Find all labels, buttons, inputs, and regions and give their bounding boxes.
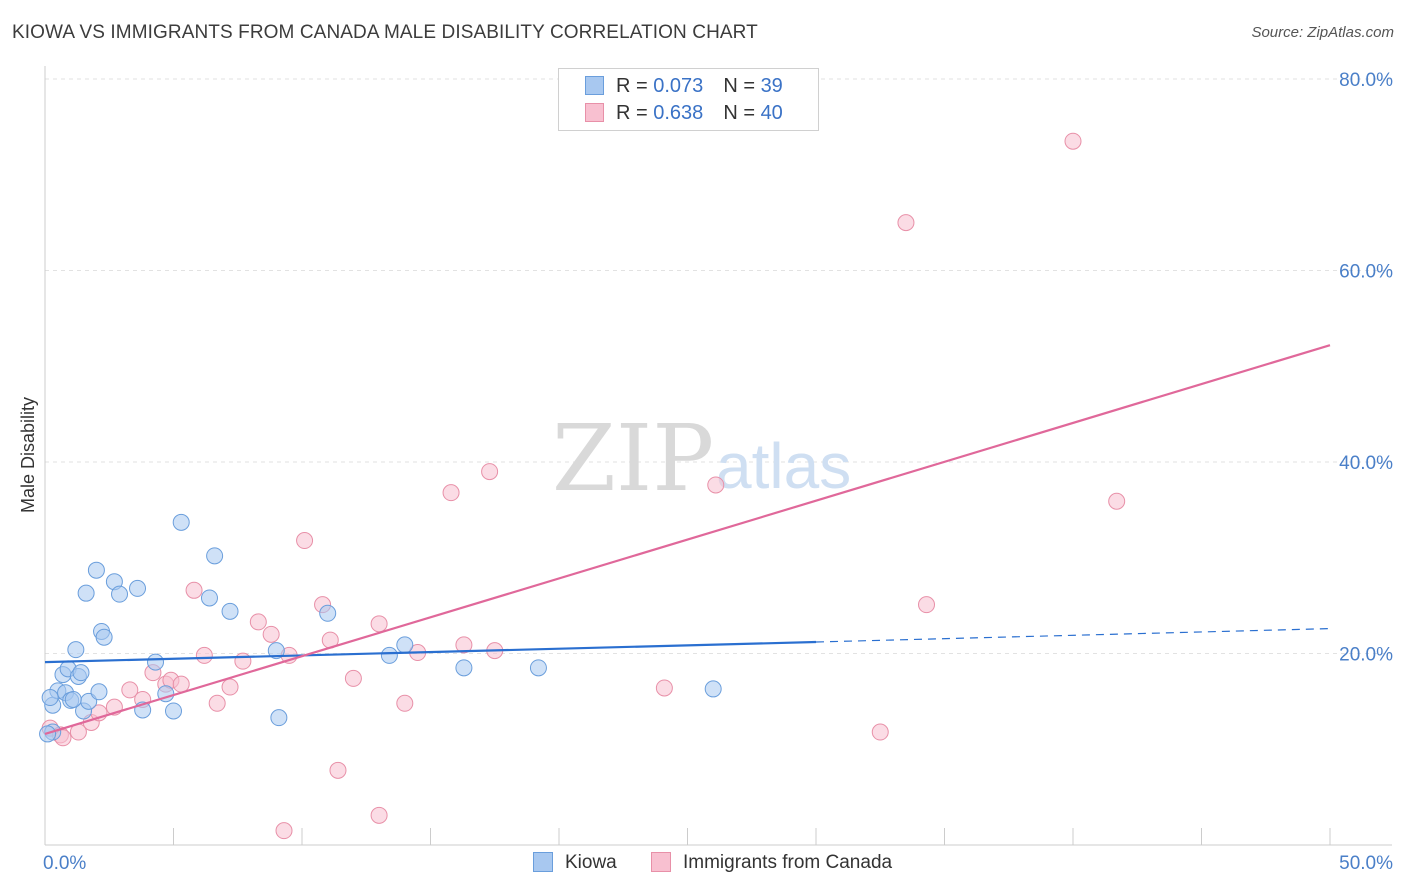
immigrants-point [1108,492,1126,510]
kiowa-point [41,689,59,707]
kiowa-trend-line [44,640,817,664]
immigrants-point [262,625,280,643]
y-axis-label: Male Disability [18,397,38,513]
immigrants-point [344,669,362,687]
kiowa-point [267,642,285,660]
source-label: Source: ZipAtlas.com [1251,24,1394,41]
immigrants-point [208,694,226,712]
legend-r-value: 0.073 [653,75,704,97]
kiowa-point [87,561,105,579]
immigrants-point [918,596,936,614]
series-kiowa-points [39,513,722,743]
immigrants-point [370,615,388,633]
immigrants-point [396,694,414,712]
kiowa-point [270,709,288,727]
legend-row-immigrants: R = 0.638 N = 40 [585,102,783,126]
y-tick-labels: 20.0% 40.0% 60.0% 80.0% [1339,70,1393,666]
immigrants-point [275,822,293,840]
kiowa-point [206,547,224,565]
immigrants-point [195,646,213,664]
chart-title: KIOWA VS IMMIGRANTS FROM CANADA MALE DIS… [12,22,758,43]
kiowa-point [111,585,129,603]
kiowa-point [64,690,82,708]
kiowa-point [172,513,190,531]
immigrants-point [221,678,239,696]
immigrants-point [442,484,460,502]
kiowa-trend-extension [815,628,1331,643]
grid-lines [45,78,1392,654]
immigrants-point [370,806,388,824]
kiowa-point [319,604,337,622]
legend-r-label: R = [616,102,654,124]
legend-n-label: N = [723,75,761,97]
bottom-legend-label-kiowa: Kiowa [565,852,617,873]
legend-swatch-kiowa [585,76,604,95]
immigrants-point [1064,132,1082,150]
trend-lines [44,344,1331,735]
legend-r-value: 0.638 [653,102,704,124]
legend-n-label: N = [723,102,761,124]
legend-row-kiowa: R = 0.073 N = 39 [585,75,783,99]
x-tick-label: 50.0% [1339,853,1393,874]
kiowa-point [90,683,108,701]
kiowa-point [129,579,147,597]
immigrants-point [234,652,252,670]
immigrants-point [707,476,725,494]
x-tick-labels: 0.0% 50.0% [43,853,1393,874]
y-tick-label: 40.0% [1339,453,1393,474]
kiowa-point [396,636,414,654]
y-tick-label: 20.0% [1339,645,1393,666]
immigrants-point [121,681,139,699]
immigrants-trend-line [44,344,1331,735]
series-immigrants-points [41,132,1126,840]
axes [44,66,1392,846]
immigrants-point [185,581,203,599]
kiowa-point [704,680,722,698]
immigrants-point [655,679,673,697]
kiowa-point [67,641,85,659]
x-tick-label: 0.0% [43,853,86,874]
immigrants-point [329,761,347,779]
kiowa-point [77,584,95,602]
bottom-legend-swatch-immigrants [651,852,671,872]
immigrants-point [172,675,190,693]
immigrants-point [249,613,267,631]
y-tick-label: 80.0% [1339,70,1393,91]
bottom-legend-label-immigrants: Immigrants from Canada [683,852,893,873]
immigrants-point [481,463,499,481]
watermark-zip: ZIP [552,405,714,512]
kiowa-point [380,646,398,664]
kiowa-point [221,602,239,620]
kiowa-point [95,628,113,646]
kiowa-point [165,702,182,720]
immigrants-point [871,723,889,741]
legend-swatch-immigrants [585,103,604,122]
kiowa-point [147,653,165,671]
immigrants-point [455,636,473,654]
bottom-legend-immigrants: Immigrants from Canada [651,852,892,874]
legend-n-value: 40 [760,102,783,124]
y-tick-label: 60.0% [1339,262,1393,283]
watermark-atlas: atlas [716,430,851,502]
bottom-legend-kiowa: Kiowa [533,852,617,874]
kiowa-point [455,659,473,677]
immigrants-point [897,214,915,232]
bottom-legend-swatch-kiowa [533,852,553,872]
kiowa-point [529,659,547,677]
immigrants-point [296,532,314,550]
kiowa-point [72,664,90,682]
legend-n-value: 39 [760,75,783,97]
correlation-legend: R = 0.073 N = 39 R = 0.638 N = 40 [558,68,819,131]
kiowa-point [200,589,218,607]
legend-r-label: R = [616,75,654,97]
